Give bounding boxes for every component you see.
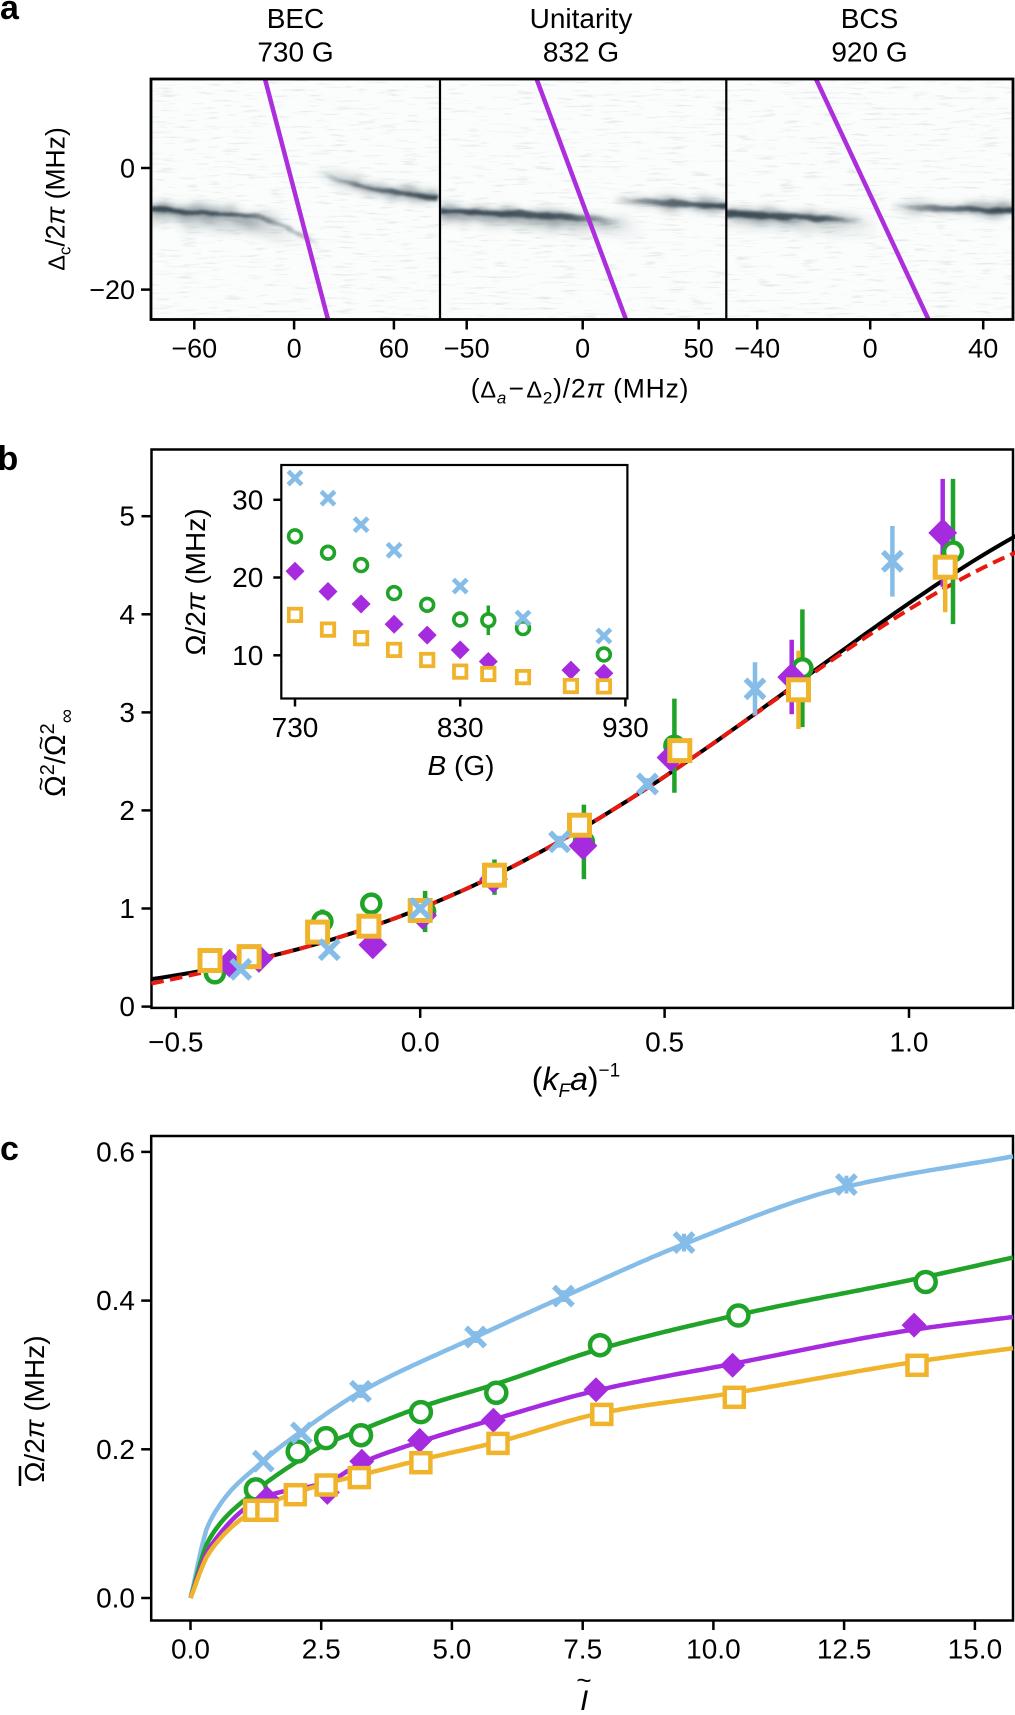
svg-text:12.5: 12.5 bbox=[817, 1634, 872, 1665]
svg-text:0.0: 0.0 bbox=[401, 1027, 440, 1058]
svg-text:20: 20 bbox=[232, 562, 263, 593]
svg-text:30: 30 bbox=[232, 484, 263, 515]
svg-text:920 G: 920 G bbox=[831, 37, 907, 68]
svg-text:−20: −20 bbox=[89, 275, 135, 305]
svg-text:50: 50 bbox=[684, 334, 714, 364]
svg-text:Unitarity: Unitarity bbox=[530, 3, 633, 34]
svg-text:I: I bbox=[580, 1685, 588, 1710]
svg-text:15.0: 15.0 bbox=[948, 1634, 1003, 1665]
svg-text:−50: −50 bbox=[444, 334, 490, 364]
svg-text:BCS: BCS bbox=[841, 3, 899, 34]
svg-text:0: 0 bbox=[120, 154, 135, 184]
svg-text:7.5: 7.5 bbox=[563, 1634, 602, 1665]
svg-text:b: b bbox=[0, 440, 18, 478]
svg-text:0.2: 0.2 bbox=[96, 1434, 135, 1465]
svg-text:5.0: 5.0 bbox=[432, 1634, 471, 1665]
svg-text:Δc/2π (MHz): Δc/2π (MHz) bbox=[41, 127, 75, 271]
svg-text:730: 730 bbox=[272, 712, 319, 743]
svg-text:832 G: 832 G bbox=[543, 37, 619, 68]
svg-text:3: 3 bbox=[119, 697, 135, 728]
svg-text:c: c bbox=[0, 1130, 19, 1168]
svg-text:2.5: 2.5 bbox=[302, 1634, 341, 1665]
svg-text:~: ~ bbox=[576, 1665, 591, 1695]
svg-text:0.5: 0.5 bbox=[645, 1027, 684, 1058]
svg-text:1: 1 bbox=[119, 893, 135, 924]
svg-text:0: 0 bbox=[863, 334, 878, 364]
svg-text:0: 0 bbox=[287, 334, 302, 364]
svg-text:0.6: 0.6 bbox=[96, 1136, 135, 1167]
svg-text:−0.5: −0.5 bbox=[148, 1027, 203, 1058]
svg-text:4: 4 bbox=[119, 599, 135, 630]
svg-text:10.0: 10.0 bbox=[686, 1634, 741, 1665]
svg-text:830: 830 bbox=[437, 712, 484, 743]
svg-text:40: 40 bbox=[968, 334, 998, 364]
svg-text:a: a bbox=[0, 0, 20, 27]
svg-text:B (G): B (G) bbox=[428, 750, 495, 781]
svg-text:Ω2/Ω2∞: Ω2/Ω2∞ bbox=[37, 709, 78, 797]
svg-text:0.0: 0.0 bbox=[96, 1583, 135, 1614]
svg-text:60: 60 bbox=[379, 334, 409, 364]
svg-text:930: 930 bbox=[602, 712, 649, 743]
svg-text:5: 5 bbox=[119, 501, 135, 532]
svg-text:0.4: 0.4 bbox=[96, 1285, 135, 1316]
svg-text:−40: −40 bbox=[734, 334, 780, 364]
svg-text:0: 0 bbox=[575, 334, 590, 364]
svg-text:10: 10 bbox=[232, 640, 263, 671]
svg-text:0.0: 0.0 bbox=[171, 1634, 210, 1665]
svg-text:1.0: 1.0 bbox=[890, 1027, 929, 1058]
svg-text:~: ~ bbox=[28, 736, 55, 750]
svg-text:0: 0 bbox=[119, 991, 135, 1022]
svg-text:BEC: BEC bbox=[267, 3, 325, 34]
svg-text:2: 2 bbox=[119, 795, 135, 826]
svg-text:730 G: 730 G bbox=[257, 37, 333, 68]
svg-text:Ω/2π (MHz): Ω/2π (MHz) bbox=[19, 1335, 50, 1482]
svg-text:Ω/2π (MHz): Ω/2π (MHz) bbox=[180, 508, 211, 655]
svg-text:~: ~ bbox=[28, 777, 55, 791]
svg-text:−60: −60 bbox=[171, 334, 217, 364]
